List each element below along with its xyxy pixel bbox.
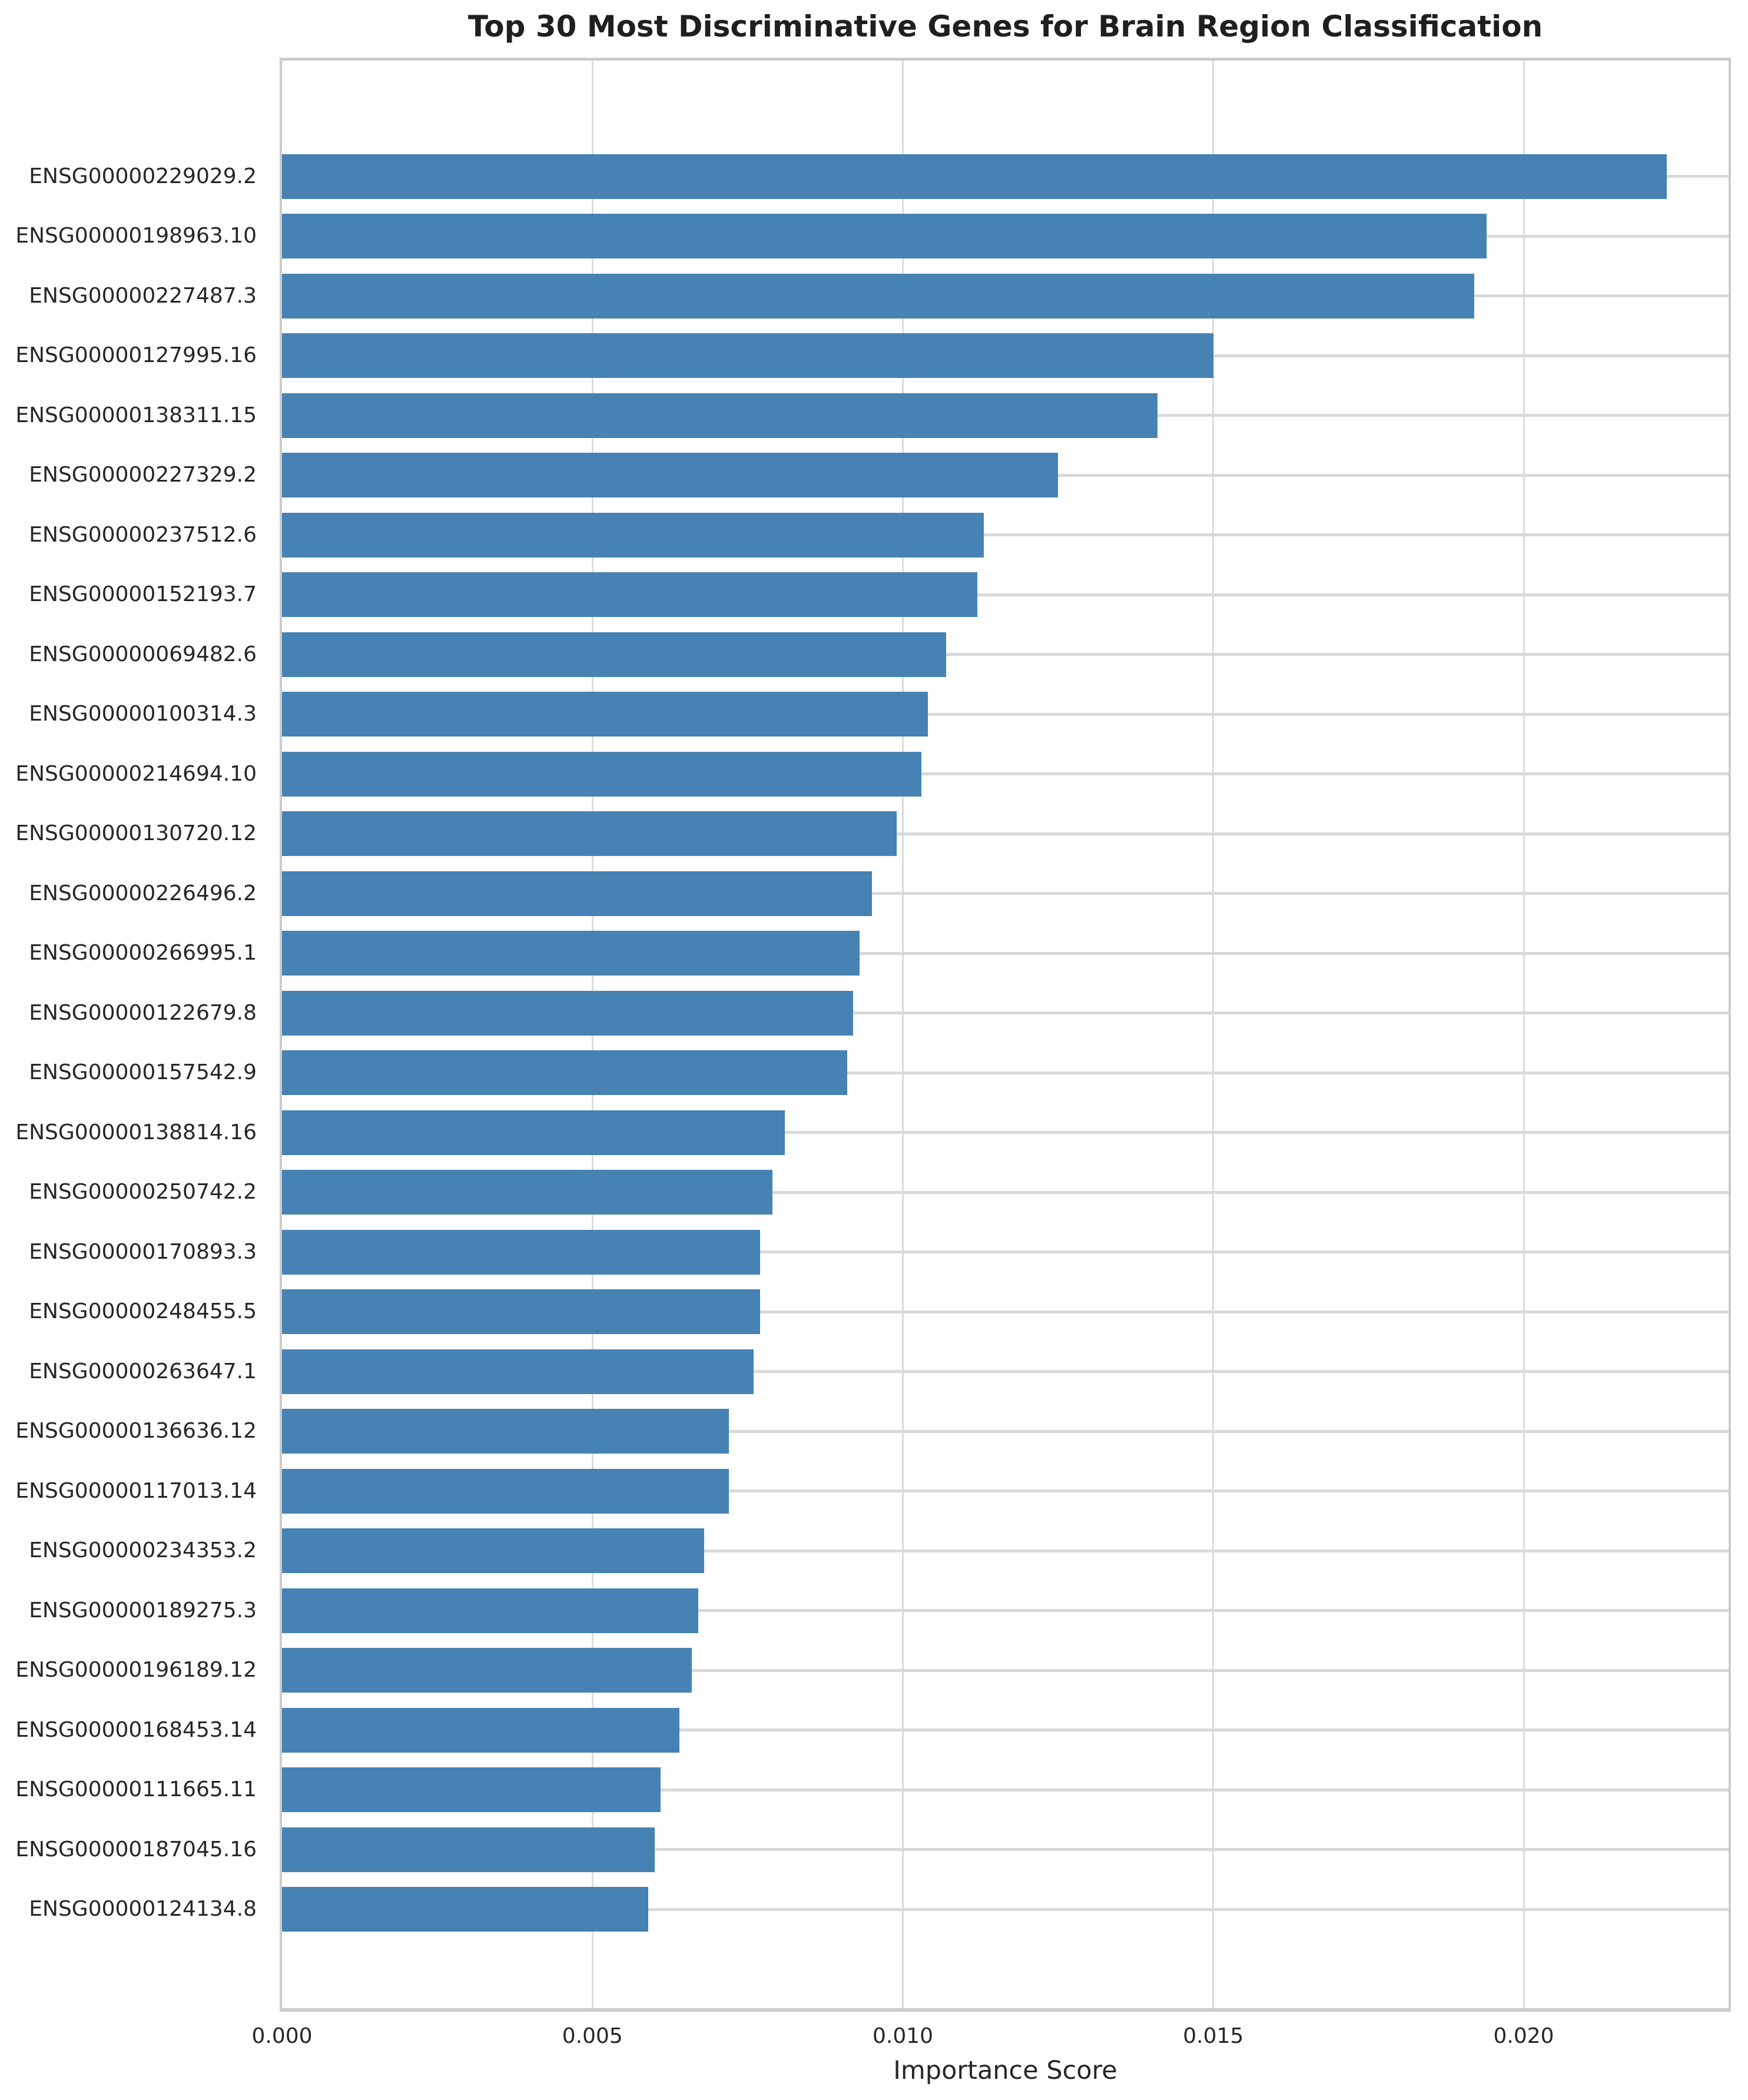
gridline-horizontal	[282, 1131, 1729, 1134]
bar	[282, 333, 1213, 379]
y-tick-label: ENSG00000100314.3	[29, 702, 257, 726]
chart-title: Top 30 Most Discriminative Genes for Bra…	[467, 9, 1543, 44]
gridline-horizontal	[282, 1549, 1729, 1552]
gridline-horizontal	[282, 1250, 1729, 1254]
bar	[282, 1170, 773, 1215]
gridline-horizontal	[282, 1310, 1729, 1313]
gridline-horizontal	[282, 1071, 1729, 1074]
y-tick-label: ENSG00000069482.6	[29, 642, 257, 666]
x-tick-label: 0.010	[872, 2024, 934, 2048]
bar	[282, 751, 922, 797]
y-tick-label: ENSG00000263647.1	[29, 1359, 257, 1384]
bar	[282, 1050, 847, 1096]
bar	[282, 811, 897, 857]
y-tick-label: ENSG00000250742.2	[29, 1180, 257, 1205]
bar	[282, 1528, 705, 1574]
gridline-horizontal	[282, 1609, 1729, 1613]
gridline-horizontal	[282, 1429, 1729, 1433]
gridline-horizontal	[282, 892, 1729, 895]
y-axis-labels: ENSG00000229029.2 ENSG00000198963.10 ENSG0…	[0, 58, 266, 2012]
x-tick-label: 0.020	[1493, 2024, 1554, 2048]
bar	[282, 512, 984, 558]
gridline-horizontal	[282, 1788, 1729, 1792]
bar	[282, 1767, 661, 1813]
gridline-vertical	[1212, 61, 1215, 2008]
bar	[282, 1887, 649, 1932]
gridline-vertical	[1523, 61, 1525, 2008]
gridline-horizontal	[282, 772, 1729, 776]
gridline-horizontal	[282, 1729, 1729, 1732]
y-tick-label: ENSG00000226496.2	[29, 881, 257, 905]
bar	[282, 632, 947, 677]
bar	[282, 1110, 785, 1155]
bar	[282, 692, 928, 737]
bar	[282, 1588, 698, 1633]
x-tick-label: 0.015	[1183, 2024, 1244, 2048]
gridline-horizontal	[282, 1848, 1729, 1852]
y-tick-label: ENSG00000136636.12	[15, 1419, 257, 1444]
y-tick-label: ENSG00000237512.6	[29, 522, 257, 547]
y-tick-label: ENSG00000189275.3	[29, 1598, 257, 1623]
y-tick-label: ENSG00000187045.16	[15, 1837, 257, 1862]
bar	[282, 1468, 729, 1514]
gridline-horizontal	[282, 1370, 1729, 1374]
bar	[282, 154, 1667, 199]
bar	[282, 572, 978, 618]
y-tick-label: ENSG00000157542.9	[29, 1060, 257, 1085]
y-tick-label: ENSG00000234353.2	[29, 1538, 257, 1563]
gridline-horizontal	[282, 951, 1729, 955]
y-tick-label: ENSG00000248455.5	[29, 1299, 257, 1324]
bar	[282, 1827, 655, 1872]
bar	[282, 931, 860, 976]
bar	[282, 1229, 760, 1275]
gridline-vertical	[902, 61, 904, 2008]
y-tick-label: ENSG00000227329.2	[29, 463, 257, 487]
gridline-horizontal	[282, 832, 1729, 835]
x-tick-label: 0.005	[562, 2024, 623, 2048]
gridline-horizontal	[282, 593, 1729, 596]
y-tick-label: ENSG00000130720.12	[15, 821, 257, 846]
x-tick-label: 0.000	[251, 2024, 313, 2048]
bar	[282, 871, 872, 916]
y-tick-label: ENSG00000127995.16	[15, 343, 257, 368]
y-tick-label: ENSG00000227487.3	[29, 283, 257, 308]
bar	[282, 1409, 729, 1454]
gridline-horizontal	[282, 1907, 1729, 1911]
bar	[282, 1648, 692, 1693]
y-tick-label: ENSG00000266995.1	[29, 941, 257, 966]
y-tick-label: ENSG00000138311.15	[15, 403, 257, 427]
y-tick-label: ENSG00000124134.8	[29, 1897, 257, 1922]
gridline-horizontal	[282, 1011, 1729, 1015]
bar	[282, 393, 1157, 438]
bar	[282, 1289, 760, 1335]
gridline-horizontal	[282, 533, 1729, 537]
bar	[282, 1707, 679, 1753]
x-axis-label: Importance Score	[893, 2056, 1117, 2085]
y-tick-label: ENSG00000198963.10	[15, 224, 257, 248]
y-tick-label: ENSG00000152193.7	[29, 582, 257, 607]
y-tick-label: ENSG00000138814.16	[15, 1120, 257, 1144]
bar	[282, 1349, 754, 1394]
gridline-horizontal	[282, 1668, 1729, 1672]
bar	[282, 990, 854, 1036]
y-tick-label: ENSG00000111665.11	[15, 1777, 257, 1802]
gridline-horizontal	[282, 1190, 1729, 1194]
gridline-horizontal	[282, 712, 1729, 716]
y-tick-label: ENSG00000117013.14	[15, 1478, 257, 1503]
y-tick-label: ENSG00000229029.2	[29, 164, 257, 188]
y-tick-label: ENSG00000196189.12	[15, 1658, 257, 1683]
bar	[282, 453, 1059, 498]
y-tick-label: ENSG00000214694.10	[15, 761, 257, 786]
gridline-horizontal	[282, 1489, 1729, 1493]
y-tick-label: ENSG00000122679.8	[29, 1000, 257, 1025]
bar	[282, 214, 1487, 259]
gridline-horizontal	[282, 653, 1729, 656]
y-tick-label: ENSG00000170893.3	[29, 1239, 257, 1264]
y-tick-label: ENSG00000168453.14	[15, 1717, 257, 1742]
plot-area	[280, 58, 1731, 2012]
bar	[282, 273, 1474, 319]
